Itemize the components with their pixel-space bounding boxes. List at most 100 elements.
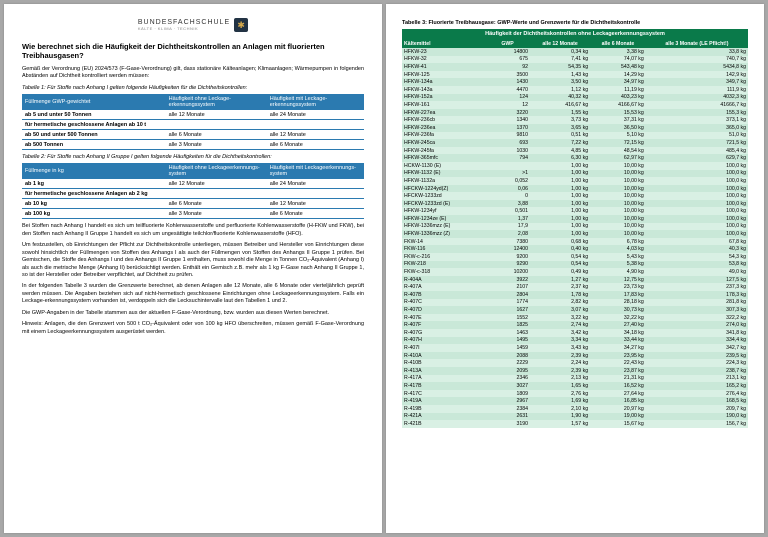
table-cell: 794	[485, 154, 530, 162]
table-cell: alle 12 Monate	[166, 179, 267, 189]
table-cell: 629,7 kg	[646, 154, 748, 162]
table-cell: 36,50 kg	[590, 124, 646, 132]
table-row: ab 10 kgalle 6 Monatealle 12 Monate	[22, 199, 364, 209]
table-cell: alle 24 Monate	[267, 110, 364, 120]
table-cell: 543,48 kg	[590, 63, 646, 71]
table-row: HFKW-1234yf0,5011,00 kg10,00 kg100,0 kg	[402, 207, 748, 215]
table-cell: 3500	[485, 71, 530, 79]
brand-header: BUNDESFACHSCHULE KÄLTE · KLIMA · TECHNIK…	[22, 18, 364, 32]
table-cell: 2229	[485, 359, 530, 367]
table-cell: 0,54 kg	[530, 261, 590, 269]
table-cell: FKW-c-318	[402, 268, 485, 276]
table-cell: 2,24 kg	[530, 359, 590, 367]
table3: Häufigkeit der Dichtheitskontrollen ohne…	[402, 29, 748, 427]
table-cell: alle 3 Monate	[166, 140, 267, 150]
t1-h2: Häufigkeit mit Leckage-erkennungssystem	[267, 94, 364, 110]
table-cell: 1030	[485, 147, 530, 155]
table-cell: 6,30 kg	[530, 154, 590, 162]
table-cell: 3,07 kg	[530, 306, 590, 314]
table-cell: 1,00 kg	[530, 192, 590, 200]
table-row: HFCKW-1224yd(Z)0,061,00 kg10,00 kg100,0 …	[402, 185, 748, 193]
table-cell: 41666,7 kg	[646, 101, 748, 109]
table-row: FKW-c-318102000,49 kg4,90 kg49,0 kg	[402, 268, 748, 276]
table-cell: HFKW-1132a	[402, 177, 485, 185]
table-cell: 10200	[485, 268, 530, 276]
table-cell: 10,00 kg	[590, 230, 646, 238]
table-cell: 12,75 kg	[590, 276, 646, 284]
table-cell: 238,7 kg	[646, 367, 748, 375]
table-cell: 9200	[485, 253, 530, 261]
table-cell: alle 12 Monate	[267, 130, 364, 140]
table-cell: 3,88	[485, 200, 530, 208]
table-cell: HFKW-365mfc	[402, 154, 485, 162]
table-row: FKW-c-21692000,54 kg5,43 kg54,3 kg	[402, 253, 748, 261]
table-row: FKW-21892900,54 kg5,38 kg53,8 kg	[402, 261, 748, 269]
t3-c1: GWP	[485, 39, 530, 48]
table-cell: 100,0 kg	[646, 192, 748, 200]
table-cell: 2,82 kg	[530, 299, 590, 307]
table-cell: 1463	[485, 329, 530, 337]
table-cell: FKW-14	[402, 238, 485, 246]
table-row: HFKW-326757,41 kg74,07 kg740,7 kg	[402, 56, 748, 64]
table-cell: 1,00 kg	[530, 207, 590, 215]
table-cell: 365,0 kg	[646, 124, 748, 132]
table-cell: R-419A	[402, 397, 485, 405]
table-cell: HFKW-1234ze (E)	[402, 215, 485, 223]
page-right: Tabelle 3: Fluorierte Treibhausgase: GWP…	[386, 4, 764, 533]
table-row: R-417A23462,13 kg21,31 kg213,1 kg	[402, 375, 748, 383]
table-row: R-421B31901,57 kg15,67 kg156,7 kg	[402, 420, 748, 428]
table-cell: 67,8 kg	[646, 238, 748, 246]
table-cell: R-407I	[402, 344, 485, 352]
table-cell: 7,41 kg	[530, 56, 590, 64]
table-cell: 0,501	[485, 207, 530, 215]
table-row: R-404A39221,27 kg12,75 kg127,5 kg	[402, 276, 748, 284]
table-cell: 1,55 kg	[530, 109, 590, 117]
t2-h2: Häufigkeit mit Leckageerkennungs-system	[267, 163, 364, 179]
table-cell: 237,3 kg	[646, 283, 748, 291]
table-cell: ab 50 und unter 500 Tonnen	[22, 130, 166, 140]
table-cell: 21,31 kg	[590, 375, 646, 383]
table-cell: HFKW-125	[402, 71, 485, 79]
table-cell: 32,22 kg	[590, 314, 646, 322]
table-cell: 1,69 kg	[530, 397, 590, 405]
table-row: HFCKW-1233zd01,00 kg10,00 kg100,0 kg	[402, 192, 748, 200]
table-cell: 2088	[485, 352, 530, 360]
table-cell: 2346	[485, 375, 530, 383]
t1-h0: Füllmenge GWP-gewichtet	[22, 94, 166, 110]
table-cell: 721,5 kg	[646, 139, 748, 147]
table-cell: 49,0 kg	[646, 268, 748, 276]
table-cell: 37,31 kg	[590, 116, 646, 124]
table-row: ab 1 kgalle 12 Monatealle 24 Monate	[22, 179, 364, 189]
table-row: R-417C18092,76 kg27,64 kg276,4 kg	[402, 390, 748, 398]
table-cell: für hermetische geschlossene Anlagen ab …	[22, 189, 166, 199]
table-cell: 100,0 kg	[646, 177, 748, 185]
table-cell: 3,38 kg	[590, 48, 646, 56]
table-cell: 11,19 kg	[590, 86, 646, 94]
table-cell: R-407E	[402, 314, 485, 322]
table-cell: 16,85 kg	[590, 397, 646, 405]
table-cell: 1627	[485, 306, 530, 314]
table-row: HFKW-236cb13403,73 kg37,31 kg373,1 kg	[402, 116, 748, 124]
table-row: HFKW-143a44701,12 kg11,19 kg111,9 kg	[402, 86, 748, 94]
table-cell	[267, 120, 364, 130]
table-cell: 403,23 kg	[590, 94, 646, 102]
table-cell: HFKW-23	[402, 48, 485, 56]
table-row: FKW-116124000,40 kg4,03 kg40,3 kg	[402, 245, 748, 253]
table-cell: 19,00 kg	[590, 413, 646, 421]
table-cell: 48,54 kg	[590, 147, 646, 155]
table-cell: alle 12 Monate	[267, 199, 364, 209]
table-cell: 1,00 kg	[530, 230, 590, 238]
table-cell: HFCKW-1233zd (E)	[402, 200, 485, 208]
table-cell: 2,39 kg	[530, 367, 590, 375]
table-cell: 3190	[485, 420, 530, 428]
table-row: R-407B28041,78 kg17,83 kg178,3 kg	[402, 291, 748, 299]
table-cell: 349,7 kg	[646, 78, 748, 86]
table-cell: 1,12 kg	[530, 86, 590, 94]
table-cell	[166, 189, 267, 199]
table-cell: 1825	[485, 321, 530, 329]
table-cell: FKW-218	[402, 261, 485, 269]
para4: Die GWP-Angaben in der Tabelle stammen a…	[22, 310, 364, 317]
table-cell: 1459	[485, 344, 530, 352]
table-cell: 10,00 kg	[590, 170, 646, 178]
table-cell: 16,52 kg	[590, 382, 646, 390]
